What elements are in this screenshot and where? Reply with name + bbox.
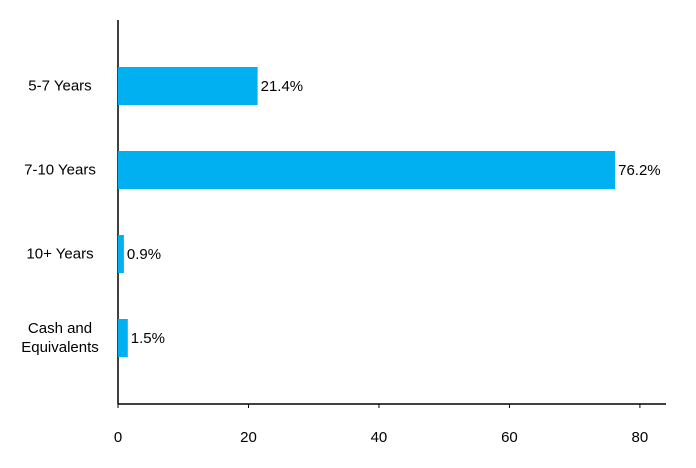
y-tick-label: Cash and Equivalents <box>21 320 99 356</box>
data-label: 0.9% <box>127 246 161 263</box>
y-tick-label: 10+ Years <box>26 245 94 263</box>
x-tick-label: 60 <box>501 429 518 446</box>
bar <box>118 151 616 189</box>
data-label: 1.5% <box>131 330 165 347</box>
bar <box>118 235 124 273</box>
bar <box>118 319 128 357</box>
data-label: 76.2% <box>618 162 661 179</box>
data-label: 21.4% <box>261 78 304 95</box>
bar <box>118 67 258 105</box>
x-tick-label: 80 <box>632 429 649 446</box>
x-tick-label: 40 <box>371 429 388 446</box>
y-tick-label: 5-7 Years <box>28 77 92 95</box>
x-tick-label: 20 <box>240 429 257 446</box>
x-tick-label: 0 <box>114 429 122 446</box>
y-tick-label: 7-10 Years <box>24 161 96 179</box>
